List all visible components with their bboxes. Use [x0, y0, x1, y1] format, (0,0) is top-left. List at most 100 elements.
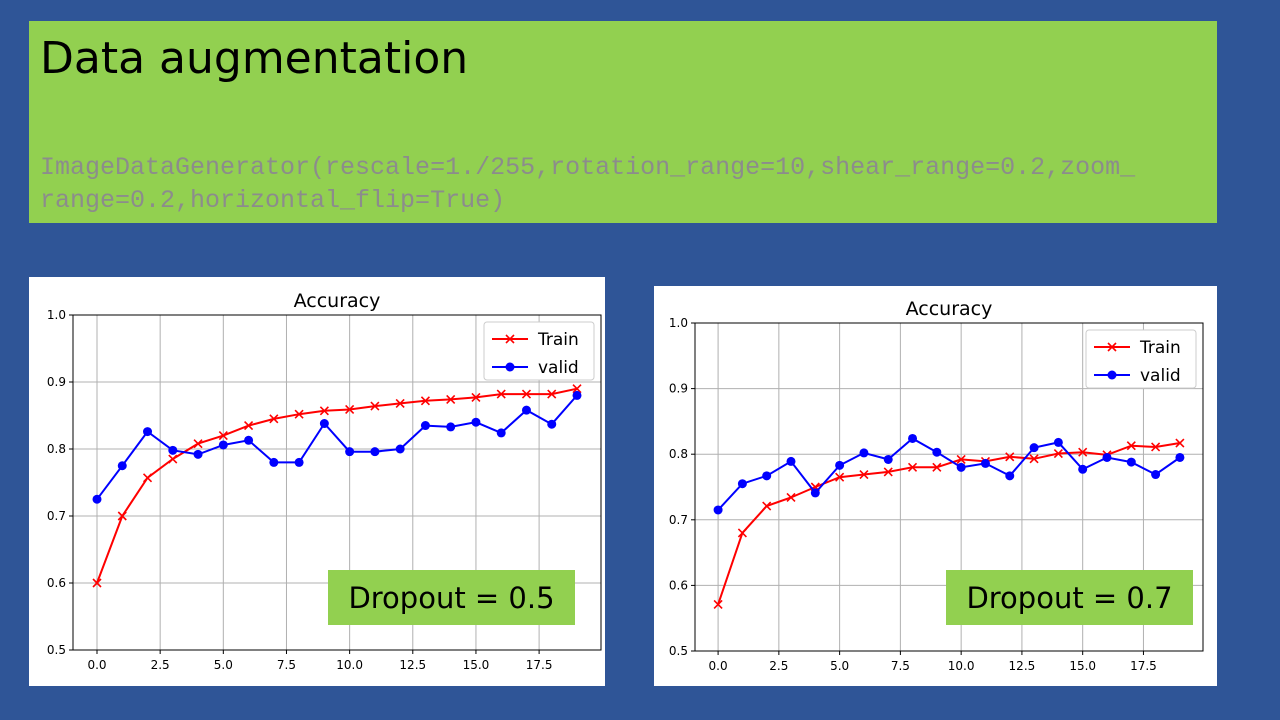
marker-stroke — [907, 462, 918, 472]
x-tick-label: 17.5 — [1130, 659, 1157, 673]
y-tick-label: 0.7 — [47, 509, 66, 523]
legend-marker — [505, 334, 515, 344]
marker-stroke — [117, 511, 127, 521]
marker-stroke — [319, 406, 329, 416]
x-tick-label: 5.0 — [830, 659, 849, 673]
data-point-train — [168, 454, 178, 464]
marker-stroke — [1053, 448, 1063, 459]
marker-stroke — [496, 389, 506, 399]
data-point-valid — [883, 454, 893, 464]
accuracy-chart-dropout-0-7: 0.0 2.5 5.0 7.5 10.0 12.5 15.0 17.5 0.5 0.6 0.7 0.8… — [654, 286, 1217, 686]
marker-stroke — [92, 578, 102, 588]
y-tick-label: 0.6 — [47, 576, 66, 590]
data-point-valid — [980, 458, 990, 468]
x-tick-label: 12.5 — [399, 658, 426, 672]
data-point-valid — [932, 447, 942, 457]
x-tick-label: 15.0 — [463, 658, 490, 672]
legend-label: valid — [538, 358, 579, 378]
data-point-valid — [1078, 464, 1088, 474]
x-tick-label: 17.5 — [526, 658, 553, 672]
data-point-valid — [1102, 452, 1112, 462]
data-point-train — [269, 414, 279, 424]
marker-stroke — [1078, 447, 1088, 457]
data-point-valid — [1126, 457, 1136, 467]
marker-stroke — [244, 420, 254, 431]
data-point-valid — [1029, 443, 1039, 453]
marker-stroke — [370, 401, 380, 411]
marker-stroke — [1029, 454, 1039, 464]
x-tick-label: 12.5 — [1009, 659, 1036, 673]
data-point-valid — [713, 505, 723, 515]
data-point-train — [395, 398, 405, 409]
data-point-train — [956, 454, 966, 465]
marker-stroke — [446, 394, 456, 404]
marker-stroke — [269, 414, 279, 424]
data-point-valid — [521, 405, 531, 415]
data-point-valid — [294, 457, 304, 467]
x-tick-label: 10.0 — [948, 659, 975, 673]
data-point-valid — [420, 421, 430, 431]
data-point-train — [218, 431, 228, 441]
marker-stroke — [168, 454, 178, 464]
x-tick-label: 2.5 — [151, 658, 170, 672]
data-point-valid — [786, 456, 796, 466]
marker-stroke — [859, 469, 869, 480]
data-point-valid — [572, 390, 582, 400]
data-point-train — [1151, 442, 1161, 452]
data-point-train — [420, 396, 430, 406]
marker-stroke — [572, 384, 582, 394]
data-point-train — [737, 528, 747, 538]
data-point-train — [345, 404, 355, 415]
marker-stroke — [193, 439, 203, 449]
legend-marker — [1107, 342, 1117, 352]
y-tick-label: 0.9 — [669, 382, 688, 396]
slide-title: Data augmentation — [40, 33, 469, 84]
data-point-valid — [395, 444, 405, 454]
data-point-valid — [471, 417, 481, 427]
data-point-train — [521, 389, 532, 399]
marker-stroke — [956, 454, 966, 465]
y-tick-label: 0.6 — [669, 578, 688, 592]
marker-stroke — [1151, 442, 1161, 452]
marker-stroke — [1005, 452, 1015, 462]
data-point-train — [762, 501, 772, 511]
code-line: range=0.2,horizontal_flip=True) — [40, 186, 506, 215]
x-tick-label: 7.5 — [891, 659, 910, 673]
data-point-train — [117, 511, 127, 521]
data-point-train — [835, 472, 845, 482]
marker-stroke — [1175, 438, 1185, 448]
title-banner: Data augmentation ImageDataGenerator(res… — [29, 21, 1217, 223]
data-point-valid — [1053, 437, 1063, 447]
marker-stroke — [713, 599, 723, 609]
data-point-train — [244, 420, 254, 431]
y-tick-label: 0.9 — [47, 375, 66, 389]
data-point-train — [907, 462, 918, 472]
y-tick-label: 0.7 — [669, 513, 688, 527]
data-point-train — [1175, 438, 1185, 448]
data-point-valid — [908, 433, 918, 443]
data-point-train — [319, 406, 329, 416]
data-point-valid — [762, 471, 772, 481]
accuracy-chart-dropout-0-5: 0.0 2.5 5.0 7.5 10.0 12.5 15.0 17.5 0.5 0.6 0.7 0.8… — [29, 277, 605, 686]
accuracy-chart-svg: 0.0 2.5 5.0 7.5 10.0 12.5 15.0 17.5 0.5 0.6 0.7 0.8… — [669, 298, 1204, 673]
y-tick-label: 1.0 — [669, 316, 688, 330]
data-point-train — [446, 394, 456, 404]
data-point-valid — [92, 494, 102, 504]
x-tick-label: 15.0 — [1069, 659, 1096, 673]
data-point-train — [1126, 441, 1136, 451]
marker-stroke — [1126, 441, 1136, 451]
data-point-valid — [319, 419, 329, 429]
legend-label: Train — [1139, 338, 1181, 358]
series-line-valid — [717, 437, 1181, 511]
y-tick-label: 0.8 — [47, 442, 66, 456]
data-point-valid — [1175, 452, 1185, 462]
x-tick-label: 10.0 — [336, 658, 363, 672]
data-point-valid — [117, 461, 127, 471]
legend: Train valid — [1085, 329, 1197, 389]
data-point-valid — [547, 419, 557, 429]
data-point-valid — [859, 448, 869, 458]
legend: Train valid — [483, 321, 595, 381]
marker-stroke — [737, 528, 747, 538]
data-point-valid — [244, 435, 254, 445]
legend-marker — [1107, 370, 1117, 380]
